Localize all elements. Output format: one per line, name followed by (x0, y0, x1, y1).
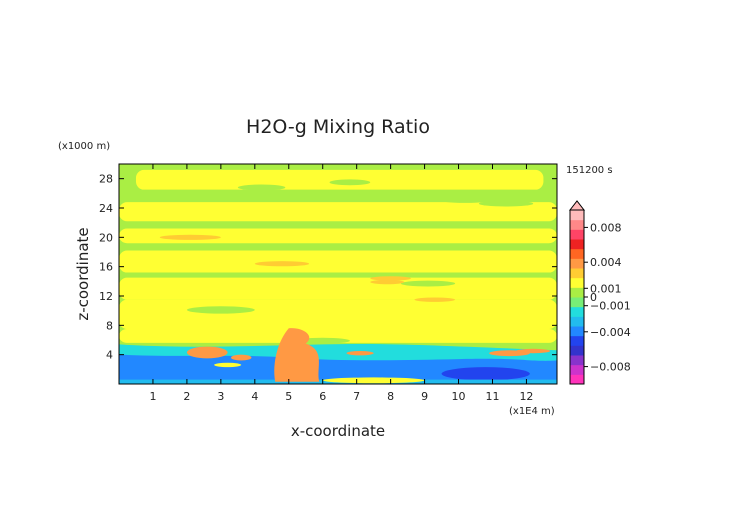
time-label: 151200 s (566, 165, 613, 176)
field-patch (295, 337, 350, 344)
y-unit-label: (x1000 m) (58, 141, 110, 152)
colorbar-segment (570, 306, 584, 317)
colorbar-segment (570, 316, 584, 327)
field-band (119, 299, 557, 329)
field-patch (441, 367, 530, 381)
field-patch (346, 351, 374, 356)
colorbar-tick-label: 0.008 (590, 221, 622, 234)
field-patch (400, 280, 456, 287)
colorbar-segment (570, 219, 584, 230)
colorbar-tick-label: 0.001 (590, 282, 622, 295)
colorbar-segment (570, 335, 584, 346)
y-tick-label: 12 (99, 290, 113, 303)
x-tick-label: 8 (387, 390, 394, 403)
x-axis-label: x-coordinate (291, 422, 385, 440)
y-tick-label: 24 (99, 202, 113, 215)
y-tick-label: 4 (106, 349, 113, 362)
colorbar-tick-label: 0.004 (590, 256, 622, 269)
x-tick-label: 3 (217, 390, 224, 403)
x-unit-label: (x1E4 m) (509, 406, 555, 417)
colorbar-segment (570, 364, 584, 375)
x-tick-label: 7 (353, 390, 360, 403)
colorbar-segment (570, 210, 584, 221)
field-patch (214, 362, 242, 368)
colorbar-segment (570, 326, 584, 337)
field-patch (159, 234, 221, 240)
field-patch (329, 179, 371, 186)
field-patch (478, 200, 534, 207)
colorbar (568, 200, 586, 385)
x-tick-label: 4 (251, 390, 258, 403)
x-tick-label: 12 (519, 390, 533, 403)
colorbar-segment (570, 239, 584, 250)
field-patch (237, 184, 286, 191)
field-patch (231, 354, 252, 361)
x-tick-label: 1 (149, 390, 156, 403)
colorbar-tick-label: −0.004 (590, 326, 631, 339)
field-patch (414, 297, 456, 302)
colorbar-tick-label: −0.008 (590, 361, 631, 374)
field-patch (516, 348, 551, 354)
x-tick-label: 9 (421, 390, 428, 403)
field-plume (274, 328, 320, 382)
colorbar-segment (570, 268, 584, 279)
y-axis-ticks: 4 8 12 16 20 24 28 (99, 173, 557, 362)
field-band (119, 329, 557, 343)
y-tick-label: 16 (99, 261, 113, 274)
field-patch (434, 195, 496, 203)
colorbar-tick-label: −0.001 (590, 300, 631, 313)
field-band (135, 169, 544, 190)
colorbar-segment (570, 345, 584, 356)
colorbar-segment (570, 287, 584, 298)
field-band (119, 250, 557, 273)
field-patch (370, 276, 411, 281)
colorbar-segment (570, 248, 584, 259)
colorbar-extend-arrow (568, 200, 586, 211)
colorbar-segment (570, 277, 584, 288)
field-patch (186, 306, 255, 314)
colorbar-segment (570, 258, 584, 269)
x-tick-label: 2 (183, 390, 190, 403)
field-patch (254, 261, 310, 267)
field-patch (322, 377, 425, 384)
y-tick-label: 28 (99, 173, 113, 186)
colorbar-segment (570, 229, 584, 240)
x-tick-label: 6 (319, 390, 326, 403)
x-tick-label: 11 (485, 390, 499, 403)
y-axis-label: z-coordinate (74, 227, 92, 320)
field-band (119, 277, 557, 300)
x-tick-label: 10 (452, 390, 466, 403)
field-patch (186, 346, 228, 359)
field-patch (370, 279, 405, 285)
colorbar-segment (570, 297, 584, 308)
colorbar-segment (570, 374, 584, 385)
colorbar-segment (570, 355, 584, 366)
y-tick-label: 8 (106, 319, 113, 332)
heatmap-plot (118, 163, 558, 385)
chart-title: H2O-g Mixing Ratio (246, 116, 430, 138)
field-band (119, 228, 557, 244)
field-band (119, 202, 557, 222)
colorbar-tick-label: 0 (590, 291, 597, 304)
x-tick-label: 5 (285, 390, 292, 403)
x-axis-ticks: 1 2 3 4 5 6 7 8 9 10 11 12 (149, 164, 533, 403)
y-tick-label: 20 (99, 231, 113, 244)
